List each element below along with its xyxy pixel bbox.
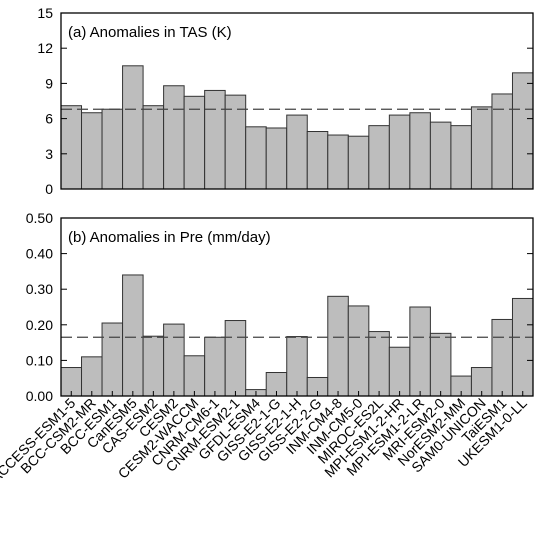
y-tick-label: 12 bbox=[37, 40, 53, 56]
panel-a-title: (a) Anomalies in TAS (K) bbox=[68, 24, 232, 41]
y-tick-label: 0 bbox=[45, 181, 53, 197]
bar-giss-e2-2-g bbox=[306, 131, 329, 190]
y-tick-label: 6 bbox=[45, 111, 53, 127]
bar-bcc-csm2-mr bbox=[81, 356, 103, 397]
bar-bcc-csm2-mr bbox=[81, 112, 103, 190]
bar-cnrm-cm6-1 bbox=[204, 89, 226, 190]
bar-cnrm-esm2-1 bbox=[224, 320, 247, 397]
bar-giss-e2-1-h bbox=[286, 336, 308, 397]
panel-b-bars bbox=[60, 274, 534, 397]
panel-a-bars bbox=[60, 65, 534, 190]
y-tick-label: 9 bbox=[45, 75, 53, 91]
bar-mri-esm2-0 bbox=[429, 332, 452, 397]
bar-taiesm1 bbox=[491, 93, 513, 190]
bar-canesm5 bbox=[122, 65, 144, 190]
y-tick-label: 3 bbox=[45, 146, 53, 162]
y-tick-label: 0.00 bbox=[26, 388, 53, 404]
bar-ukesm1-0-ll bbox=[511, 297, 534, 397]
bar-ukesm1-0-ll bbox=[511, 72, 534, 190]
y-tick-label: 0.30 bbox=[26, 281, 53, 297]
bar-mpi-esm1-2-lr bbox=[409, 306, 431, 397]
y-tick-label: 15 bbox=[37, 5, 53, 21]
bar-cas-esm2 bbox=[142, 105, 165, 190]
bar-mpi-esm1-2-hr bbox=[388, 114, 411, 190]
bar-mri-esm2-0 bbox=[429, 121, 452, 190]
panel-b-y-axis: 0.00 0.10 0.20 0.30 0.40 0.50 bbox=[26, 210, 533, 404]
bar-inm-cm4-8 bbox=[327, 134, 349, 190]
model-labels: ACCESS-ESM1-5BCC-CSM2-MRBCC-ESM1CanESM5C… bbox=[0, 391, 530, 486]
bar-miroc-es2l bbox=[368, 331, 390, 397]
bar-giss-e2-1-g bbox=[265, 127, 288, 190]
bar-gfdl-esm4 bbox=[245, 126, 267, 190]
y-tick-label: 0.10 bbox=[26, 352, 53, 368]
bar-mpi-esm1-2-hr bbox=[388, 346, 411, 397]
bar-bcc-esm1 bbox=[101, 108, 124, 190]
bar-mpi-esm1-2-lr bbox=[409, 112, 431, 190]
y-tick-label: 0.50 bbox=[26, 210, 53, 226]
bar-sam0-unicon bbox=[470, 106, 493, 190]
bar-giss-e2-1-h bbox=[286, 114, 308, 190]
bar-inm-cm4-8 bbox=[327, 295, 349, 397]
panel-a-y-axis: 0 3 6 9 12 15 bbox=[37, 5, 533, 197]
panel-b-pre-anomalies: 0.00 0.10 0.20 0.30 0.40 0.50 (b) Anomalies i… bbox=[0, 210, 534, 486]
bar-cas-esm2 bbox=[142, 335, 165, 397]
y-tick-label: 0.40 bbox=[26, 246, 53, 262]
bar-cesm2 bbox=[163, 323, 185, 397]
bar-cesm2-waccm bbox=[183, 95, 206, 190]
bar-canesm5 bbox=[122, 274, 144, 397]
bar-inm-cm5-0 bbox=[347, 135, 370, 190]
bar-inm-cm5-0 bbox=[347, 305, 370, 397]
bar-bcc-esm1 bbox=[101, 322, 124, 397]
panel-b-title: (b) Anomalies in Pre (mm/day) bbox=[68, 229, 271, 246]
bar-noresm2-mm bbox=[450, 125, 472, 190]
bar-cnrm-cm6-1 bbox=[204, 336, 226, 397]
panel-a-frame bbox=[60, 12, 534, 190]
bar-taiesm1 bbox=[491, 318, 513, 397]
y-tick-label: 0.20 bbox=[26, 317, 53, 333]
bar-miroc-es2l bbox=[368, 125, 390, 190]
bar-cesm2 bbox=[163, 85, 185, 190]
panel-a-tas-anomalies: 0 3 6 9 12 15 (a) Anomalies in TAS (K) bbox=[37, 5, 534, 197]
bar-cesm2-waccm bbox=[183, 355, 206, 397]
